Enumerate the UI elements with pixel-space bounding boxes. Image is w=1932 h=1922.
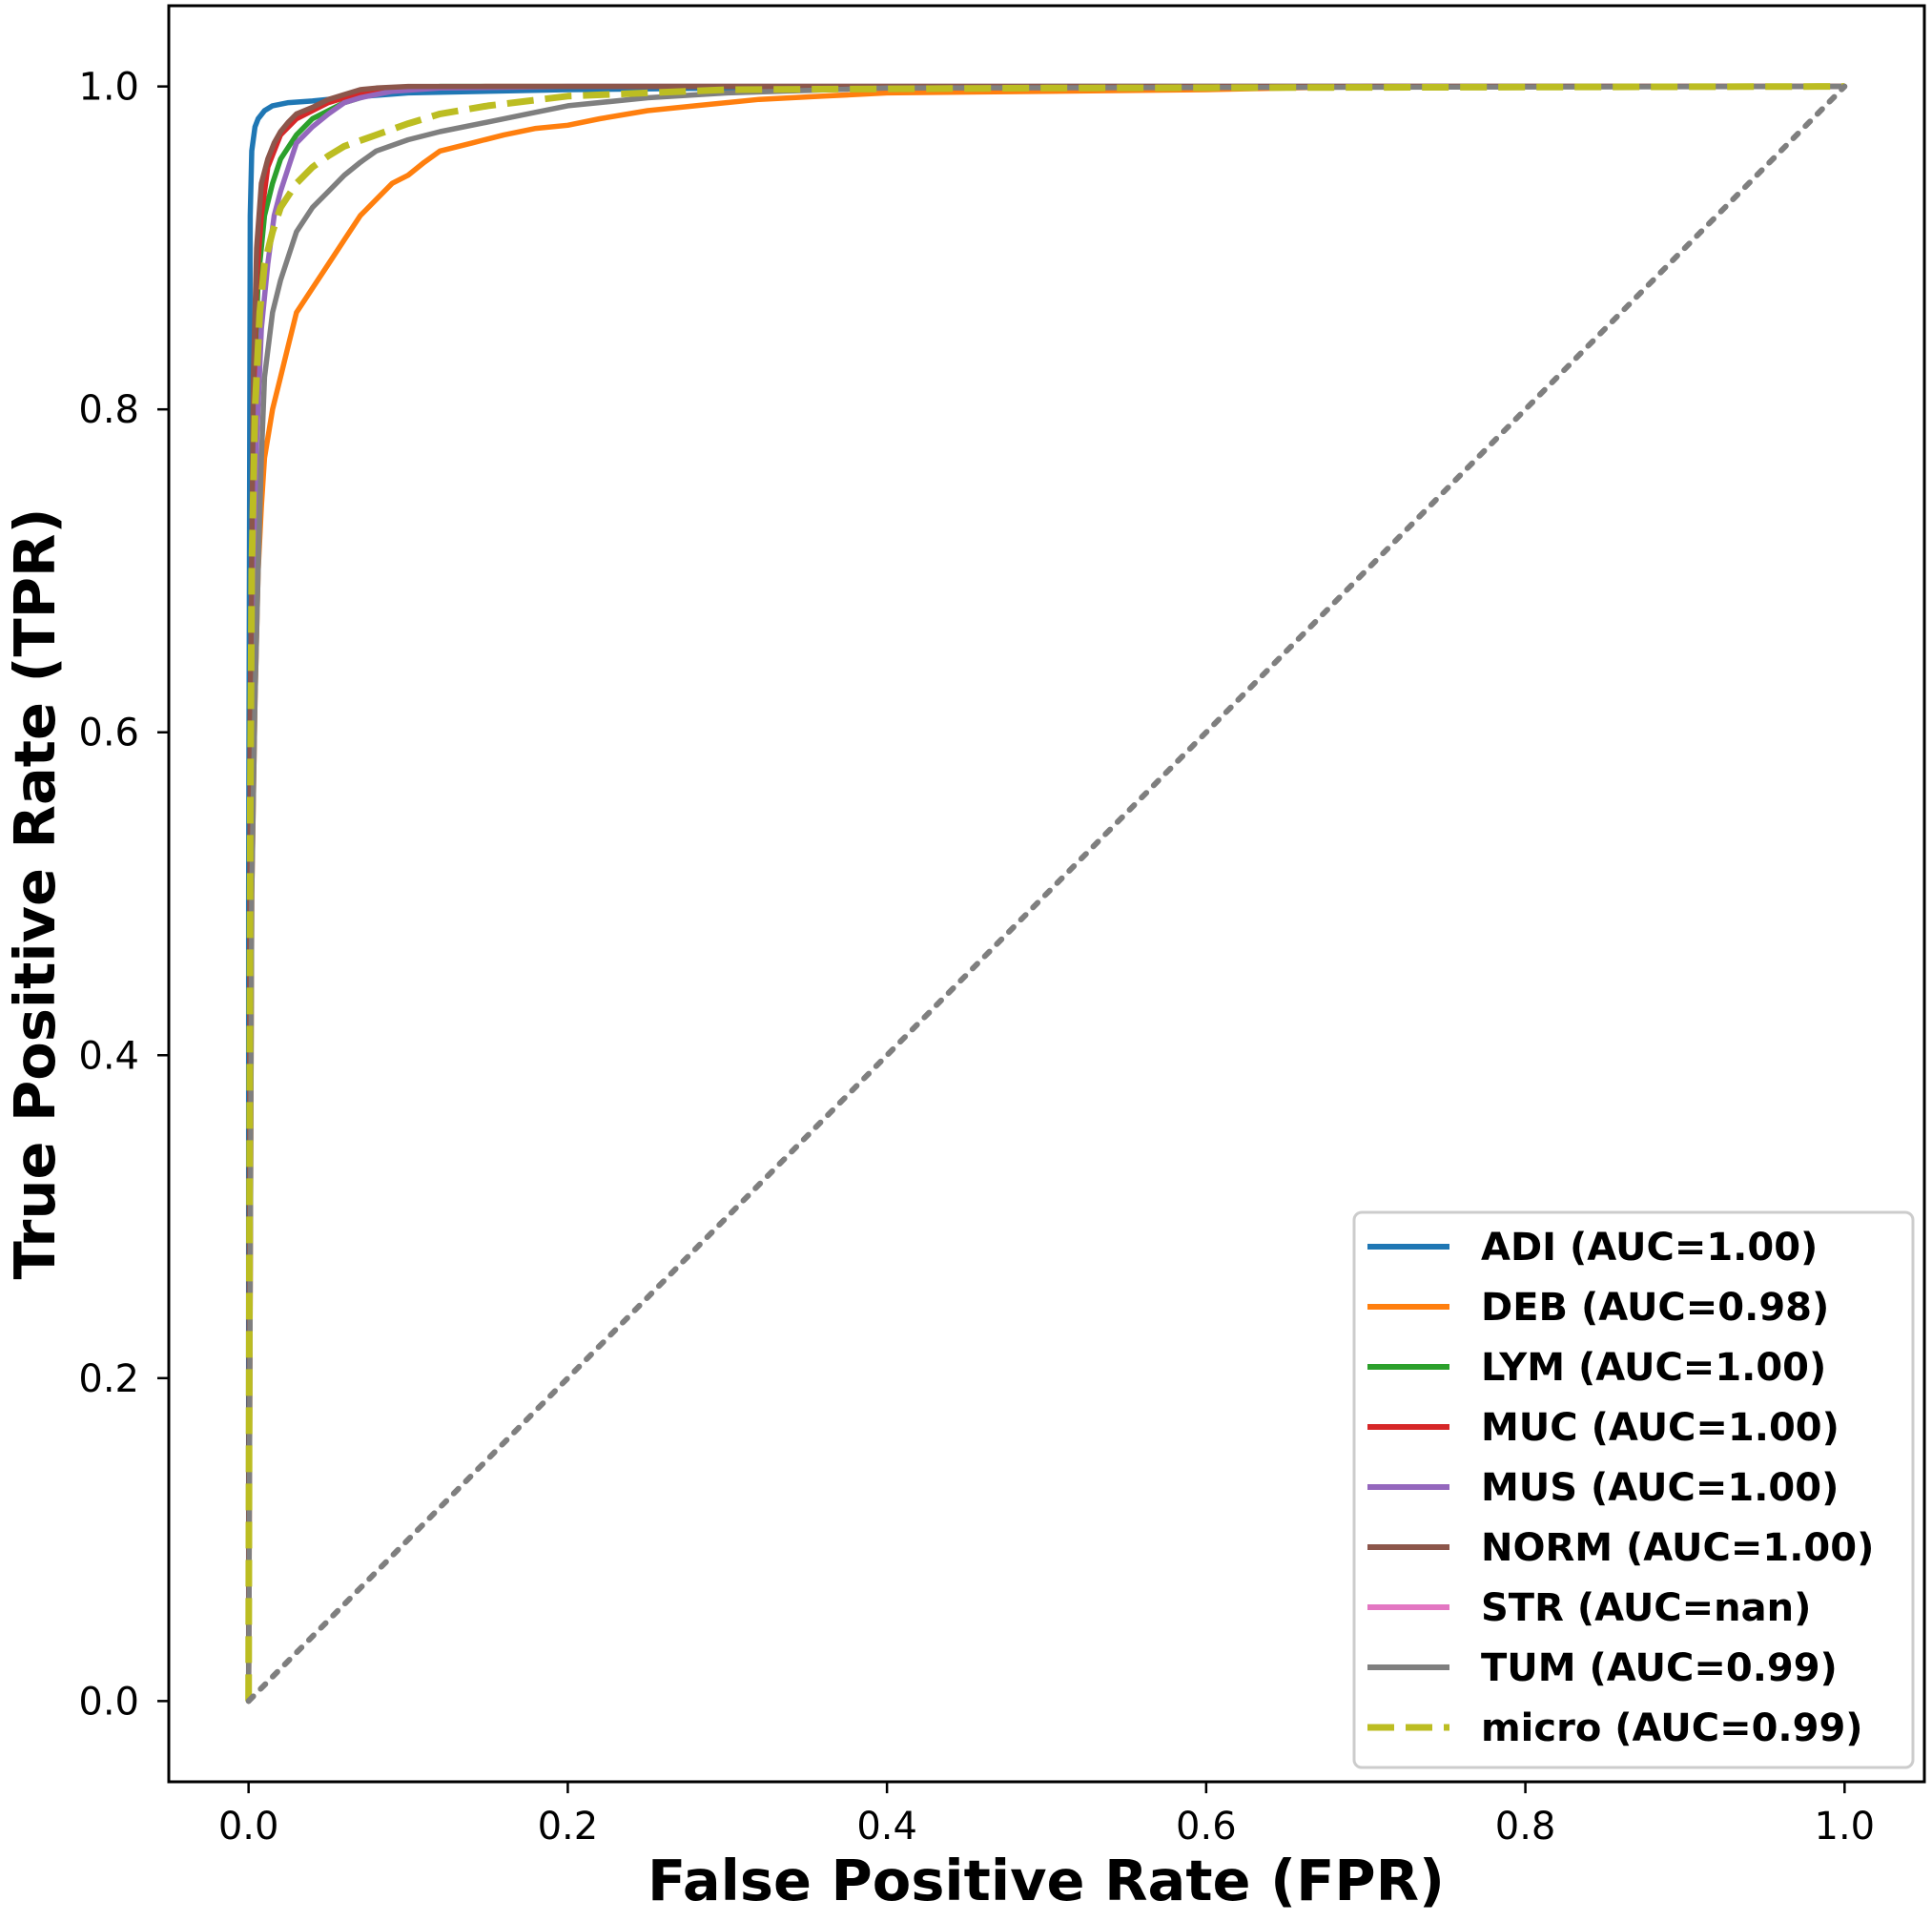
y-tick-label: 0.8 (78, 388, 139, 432)
x-tick-label: 0.2 (538, 1805, 599, 1849)
y-tick-label: 0.6 (78, 712, 139, 755)
y-axis-title: True Positive Rate (TPR) (2, 508, 68, 1280)
tum-legend-label: TUM (AUC=0.99) (1481, 1646, 1838, 1690)
norm-legend-label: NORM (AUC=1.00) (1481, 1526, 1874, 1570)
y-tick-label: 1.0 (78, 66, 139, 110)
x-tick-label: 0.4 (856, 1805, 917, 1849)
x-axis-title: False Positive Rate (FPR) (647, 1848, 1445, 1913)
x-tick-label: 0.0 (218, 1805, 279, 1849)
plot-lines (245, 83, 1848, 1705)
deb-legend-label: DEB (AUC=0.98) (1481, 1286, 1829, 1330)
reference-diagonal-line (245, 83, 1848, 1705)
y-tick-label: 0.0 (78, 1680, 139, 1724)
str-legend-label: STR (AUC=nan) (1481, 1586, 1811, 1630)
micro-series-line (245, 83, 1845, 1702)
micro-legend-label: micro (AUC=0.99) (1481, 1706, 1863, 1750)
adi-legend-label: ADI (AUC=1.00) (1481, 1226, 1818, 1270)
lym-legend-label: LYM (AUC=1.00) (1481, 1346, 1826, 1390)
legend: ADI (AUC=1.00) DEB (AUC=0.98) LYM (AUC=1.0… (1352, 1210, 1915, 1769)
mus-legend-label: MUS (AUC=1.00) (1481, 1466, 1839, 1510)
muc-legend-label: MUC (AUC=1.00) (1481, 1406, 1840, 1450)
deb-series-line (245, 83, 1848, 1705)
x-tick-label: 0.8 (1495, 1805, 1556, 1849)
axes-frame (167, 4, 1926, 1784)
legend-box (1352, 1210, 1915, 1769)
x-tick-label: 0.6 (1176, 1805, 1237, 1849)
y-axis-ticks: 0.0 0.2 0.4 0.6 0.8 1.0 (78, 66, 169, 1724)
norm-series-line (245, 83, 1848, 1705)
x-tick-label: 1.0 (1815, 1805, 1876, 1849)
mus-series-line (245, 83, 1848, 1705)
y-tick-label: 0.4 (78, 1034, 139, 1078)
x-axis-ticks: 0.0 0.2 0.4 0.6 0.8 1.0 (218, 1782, 1875, 1849)
y-tick-label: 0.2 (78, 1357, 139, 1401)
tum-series-line (245, 83, 1848, 1705)
